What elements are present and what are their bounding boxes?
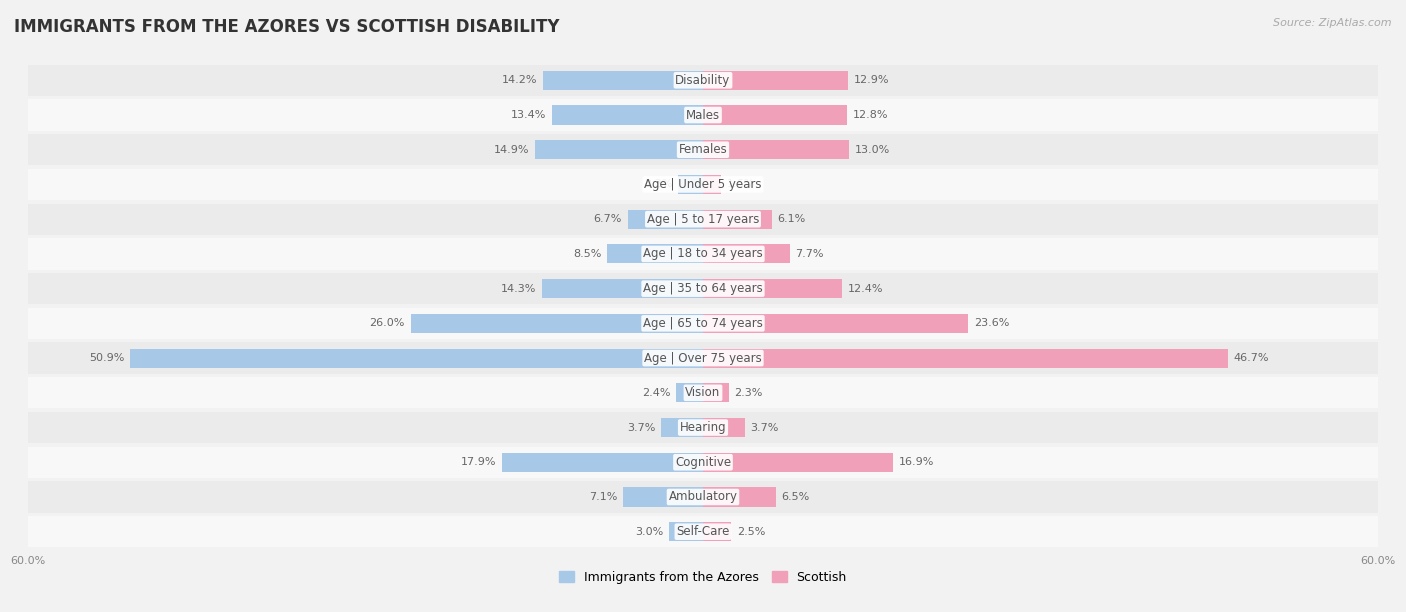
Text: 14.2%: 14.2% [502, 75, 537, 85]
Text: Vision: Vision [685, 386, 721, 399]
Text: 6.1%: 6.1% [778, 214, 806, 224]
Bar [703, 279, 842, 298]
Bar [703, 175, 721, 194]
Bar [703, 105, 846, 125]
Text: Males: Males [686, 108, 720, 122]
Text: Cognitive: Cognitive [675, 456, 731, 469]
Text: 8.5%: 8.5% [574, 249, 602, 259]
Text: Age | 35 to 64 years: Age | 35 to 64 years [643, 282, 763, 295]
Text: 7.7%: 7.7% [796, 249, 824, 259]
Bar [703, 210, 772, 229]
Text: 6.7%: 6.7% [593, 214, 621, 224]
Bar [28, 377, 1378, 408]
Bar [703, 522, 731, 541]
Text: Self-Care: Self-Care [676, 525, 730, 538]
Text: 17.9%: 17.9% [461, 457, 496, 467]
Bar [28, 412, 1378, 443]
Bar [661, 418, 703, 437]
Text: Source: ZipAtlas.com: Source: ZipAtlas.com [1274, 18, 1392, 28]
Text: 6.5%: 6.5% [782, 492, 810, 502]
Text: Age | Under 5 years: Age | Under 5 years [644, 178, 762, 191]
Bar [543, 279, 703, 298]
Text: 3.0%: 3.0% [636, 527, 664, 537]
Text: Ambulatory: Ambulatory [668, 490, 738, 504]
Legend: Immigrants from the Azores, Scottish: Immigrants from the Azores, Scottish [560, 571, 846, 584]
Text: 3.7%: 3.7% [751, 422, 779, 433]
Text: Age | 5 to 17 years: Age | 5 to 17 years [647, 213, 759, 226]
Text: Hearing: Hearing [679, 421, 727, 434]
Bar [28, 482, 1378, 513]
Text: IMMIGRANTS FROM THE AZORES VS SCOTTISH DISABILITY: IMMIGRANTS FROM THE AZORES VS SCOTTISH D… [14, 18, 560, 36]
Text: 12.4%: 12.4% [848, 283, 883, 294]
Bar [703, 418, 745, 437]
Bar [28, 343, 1378, 374]
Text: 3.7%: 3.7% [627, 422, 655, 433]
Bar [703, 140, 849, 159]
Bar [28, 99, 1378, 130]
Text: 16.9%: 16.9% [898, 457, 934, 467]
Text: Females: Females [679, 143, 727, 156]
Bar [676, 383, 703, 402]
Bar [28, 447, 1378, 478]
Bar [28, 134, 1378, 165]
Bar [28, 65, 1378, 96]
Bar [411, 314, 703, 333]
Text: Age | 65 to 74 years: Age | 65 to 74 years [643, 317, 763, 330]
Text: 2.2%: 2.2% [644, 179, 672, 190]
Text: 26.0%: 26.0% [370, 318, 405, 329]
Text: Age | 18 to 34 years: Age | 18 to 34 years [643, 247, 763, 261]
Bar [28, 273, 1378, 304]
Text: 12.9%: 12.9% [853, 75, 889, 85]
Bar [502, 453, 703, 472]
Text: 46.7%: 46.7% [1234, 353, 1270, 363]
Bar [703, 487, 776, 507]
Bar [607, 244, 703, 263]
Text: 2.4%: 2.4% [643, 388, 671, 398]
Text: Age | Over 75 years: Age | Over 75 years [644, 351, 762, 365]
Bar [627, 210, 703, 229]
Text: 50.9%: 50.9% [90, 353, 125, 363]
Bar [28, 516, 1378, 547]
Text: 1.6%: 1.6% [727, 179, 755, 190]
Bar [28, 308, 1378, 339]
Text: 13.4%: 13.4% [512, 110, 547, 120]
Text: 13.0%: 13.0% [855, 145, 890, 155]
Bar [131, 349, 703, 368]
Text: 2.5%: 2.5% [737, 527, 765, 537]
Bar [703, 244, 790, 263]
Text: 7.1%: 7.1% [589, 492, 617, 502]
Bar [703, 71, 848, 90]
Bar [623, 487, 703, 507]
Bar [678, 175, 703, 194]
Text: 14.3%: 14.3% [501, 283, 537, 294]
Bar [703, 383, 728, 402]
Bar [669, 522, 703, 541]
Bar [28, 238, 1378, 269]
Text: Disability: Disability [675, 74, 731, 87]
Bar [543, 71, 703, 90]
Bar [28, 204, 1378, 235]
Text: 2.3%: 2.3% [734, 388, 763, 398]
Bar [28, 169, 1378, 200]
Text: 23.6%: 23.6% [974, 318, 1010, 329]
Bar [703, 349, 1229, 368]
Bar [536, 140, 703, 159]
Bar [553, 105, 703, 125]
Bar [703, 453, 893, 472]
Text: 14.9%: 14.9% [495, 145, 530, 155]
Bar [703, 314, 969, 333]
Text: 12.8%: 12.8% [852, 110, 889, 120]
